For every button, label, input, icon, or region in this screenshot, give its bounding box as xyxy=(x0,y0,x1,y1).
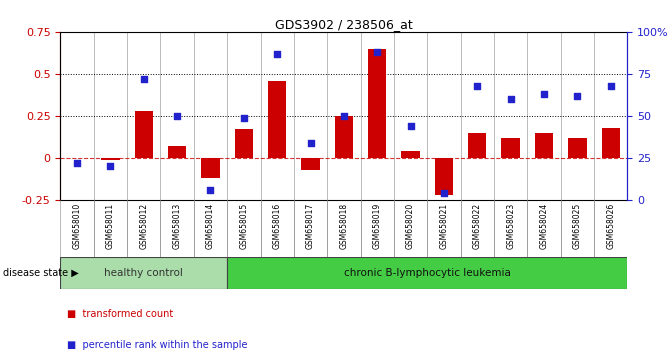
Point xyxy=(472,83,482,88)
Bar xyxy=(535,133,553,158)
Bar xyxy=(235,130,253,158)
Text: GSM658022: GSM658022 xyxy=(473,203,482,249)
Bar xyxy=(468,133,486,158)
Text: GSM658013: GSM658013 xyxy=(172,203,182,249)
Bar xyxy=(368,49,386,158)
Text: healthy control: healthy control xyxy=(104,268,183,278)
Point xyxy=(338,113,349,119)
Point xyxy=(505,96,516,102)
Text: GSM658024: GSM658024 xyxy=(539,203,548,249)
Title: GDS3902 / 238506_at: GDS3902 / 238506_at xyxy=(275,18,413,31)
Text: GSM658015: GSM658015 xyxy=(240,203,248,249)
Point xyxy=(605,83,616,88)
Point xyxy=(305,140,316,146)
Text: ■  transformed count: ■ transformed count xyxy=(67,309,173,319)
Point xyxy=(272,51,282,57)
Bar xyxy=(501,138,520,158)
Point xyxy=(72,160,83,166)
Text: GSM658018: GSM658018 xyxy=(340,203,348,249)
Text: GSM658019: GSM658019 xyxy=(372,203,382,249)
Bar xyxy=(227,257,627,289)
Point xyxy=(105,164,116,169)
Bar xyxy=(268,81,287,158)
Text: GSM658023: GSM658023 xyxy=(506,203,515,249)
Text: chronic B-lymphocytic leukemia: chronic B-lymphocytic leukemia xyxy=(344,268,511,278)
Bar xyxy=(301,158,319,170)
Text: GSM658010: GSM658010 xyxy=(72,203,82,249)
Bar xyxy=(60,257,227,289)
Point xyxy=(372,49,382,55)
Text: ■  percentile rank within the sample: ■ percentile rank within the sample xyxy=(67,341,248,350)
Bar xyxy=(201,158,219,178)
Text: disease state ▶: disease state ▶ xyxy=(3,268,79,278)
Text: GSM658016: GSM658016 xyxy=(272,203,282,249)
Text: GSM658026: GSM658026 xyxy=(606,203,615,249)
Point xyxy=(539,91,550,97)
Bar xyxy=(601,128,620,158)
Point xyxy=(205,187,216,193)
Text: GSM658025: GSM658025 xyxy=(573,203,582,249)
Point xyxy=(572,93,582,98)
Text: GSM658020: GSM658020 xyxy=(406,203,415,249)
Text: GSM658011: GSM658011 xyxy=(106,203,115,249)
Text: GSM658012: GSM658012 xyxy=(140,203,148,249)
Bar xyxy=(401,151,420,158)
Bar xyxy=(101,158,119,160)
Bar xyxy=(435,158,453,195)
Text: GSM658017: GSM658017 xyxy=(306,203,315,249)
Bar xyxy=(135,111,153,158)
Bar xyxy=(335,116,353,158)
Bar xyxy=(568,138,586,158)
Point xyxy=(238,115,249,120)
Point xyxy=(172,113,183,119)
Point xyxy=(405,123,416,129)
Point xyxy=(439,190,450,196)
Text: GSM658021: GSM658021 xyxy=(440,203,448,249)
Point xyxy=(138,76,149,82)
Text: GSM658014: GSM658014 xyxy=(206,203,215,249)
Bar xyxy=(168,146,187,158)
